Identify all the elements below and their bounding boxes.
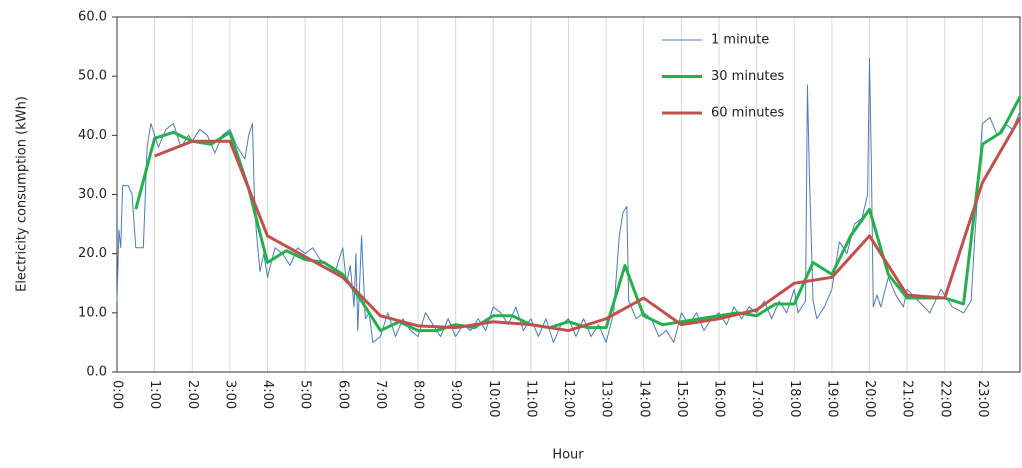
y-tick-label: 10.0 xyxy=(78,305,107,320)
legend-label: 60 minutes xyxy=(711,106,785,121)
y-tick-label: 60.0 xyxy=(78,10,107,25)
legend-label: 1 minute xyxy=(711,33,769,48)
x-tick-label: 9:00 xyxy=(448,380,463,409)
plot-frame xyxy=(116,16,1021,373)
x-tick-label: 5:00 xyxy=(298,380,313,409)
x-tick-label: 3:00 xyxy=(222,380,237,409)
x-tick-label: 11:00 xyxy=(523,380,538,417)
x-tick-label: 6:00 xyxy=(335,380,350,409)
x-tick-label: 15:00 xyxy=(674,380,689,417)
x-tick-label: 14:00 xyxy=(636,380,651,417)
x-tick-label: 0:00 xyxy=(110,380,125,409)
x-tick-label: 18:00 xyxy=(787,380,802,417)
x-tick-label: 12:00 xyxy=(561,380,576,417)
y-tick-label: 50.0 xyxy=(78,69,107,84)
x-tick-label: 16:00 xyxy=(712,380,727,417)
y-axis-label: Electricity consumption (kWh) xyxy=(15,96,30,292)
x-tick-label: 7:00 xyxy=(373,380,388,409)
x-tick-label: 23:00 xyxy=(975,380,990,417)
x-tick-label: 19:00 xyxy=(824,380,839,417)
x-tick-label: 22:00 xyxy=(937,380,952,417)
x-tick-label: 20:00 xyxy=(862,380,877,417)
x-tick-label: 4:00 xyxy=(260,380,275,409)
x-axis-label: Hour xyxy=(552,448,584,463)
x-tick-label: 17:00 xyxy=(749,380,764,417)
series-line xyxy=(154,116,1022,333)
x-tick-label: 10:00 xyxy=(486,380,501,417)
x-tick-label: 2:00 xyxy=(185,380,200,409)
x-tick-label: 21:00 xyxy=(900,380,915,417)
y-tick-label: 0.0 xyxy=(86,365,107,380)
y-tick-label: 30.0 xyxy=(78,187,107,202)
x-tick-label: 13:00 xyxy=(599,380,614,417)
x-tick-label: 8:00 xyxy=(411,380,426,409)
x-tick-label: 1:00 xyxy=(147,380,162,409)
y-tick-label: 20.0 xyxy=(78,246,107,261)
legend-label: 30 minutes xyxy=(711,69,785,84)
series-line xyxy=(134,96,1022,333)
y-tick-label: 40.0 xyxy=(78,128,107,143)
